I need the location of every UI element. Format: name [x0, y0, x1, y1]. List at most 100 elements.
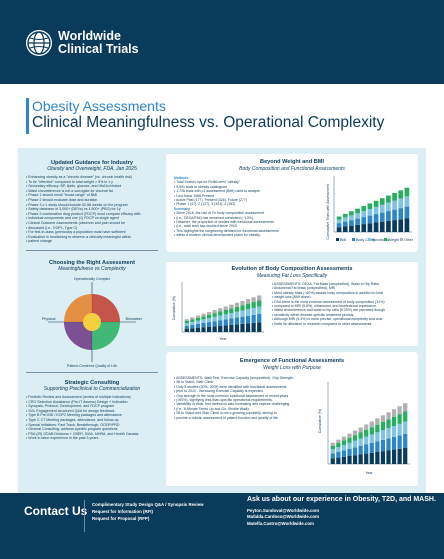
card3-bar-segment [369, 434, 374, 443]
card2-bar-segment [195, 317, 201, 321]
card3-text: • ASSESSMENTS: Walk Test, Exercise Capac… [174, 376, 314, 420]
card3-text-line: • prior to 2010 - increasing Exercise Ca… [174, 389, 264, 394]
card2-bar-segment [251, 307, 256, 315]
card2-bar-segment [245, 323, 251, 332]
card2-bar-segment [190, 324, 195, 329]
card3-bar-segment [364, 436, 369, 445]
card3-xlabel: Year [365, 471, 373, 475]
card1-bar-segment [392, 220, 397, 232]
card3-bar-segment [352, 435, 358, 441]
card1-bar-segment [386, 202, 391, 212]
card3-text-line: • provide a holistic assessment of patie… [174, 415, 279, 420]
card3-bar-segment [375, 418, 380, 425]
card1-bar-segment [367, 208, 373, 216]
consulting-item: • Type B Pre-IND / EOP2 Meeting packages… [26, 413, 122, 418]
consulting-item: • SOL Engagement structured Q&A for desi… [26, 408, 115, 413]
card3-bar-segment [336, 451, 341, 458]
card1-bar-segment [336, 223, 342, 228]
footer-email[interactable]: Matelfa.Castro@Worldwide.com [247, 520, 314, 526]
title-line-2: Clinical Meaningfulness vs. Operational … [32, 114, 385, 131]
card2-bar-segment [184, 323, 189, 326]
card2-bar-segment [218, 315, 223, 321]
card1-bar-segment [392, 209, 397, 221]
card2-text-line: • weight loss (BMI alone). [272, 295, 312, 300]
card3-bar-segment [330, 449, 335, 454]
card3-bar-segment [347, 448, 352, 456]
card3-bar-segment [375, 432, 380, 442]
card2-bar-segment [229, 308, 234, 313]
footer-emails: Peyton.Sandoval@Worldwide.com Mafalda.Car… [247, 508, 319, 527]
choosing-section: Choosing the Right Assessment Meaningful… [26, 260, 158, 275]
card3-bar-segment [358, 432, 363, 439]
legend-swatch [384, 238, 387, 241]
card3-bar-segment [358, 445, 363, 455]
guidance-item: • Phase 3 combination drug product (FDCP… [26, 211, 141, 216]
card3-bar-segment [352, 455, 358, 464]
card3-bar-segment [330, 458, 335, 464]
footer-ask-text: Ask us about our experience in Obesity, … [247, 496, 436, 503]
card3-bar-segment [364, 453, 369, 464]
consulting-item: • Work in labor experience in the past 3… [26, 436, 99, 441]
card3-bar-segment [336, 457, 341, 464]
card1-bar-segment [355, 218, 360, 225]
card2-bar-segment [234, 324, 240, 332]
footer-email[interactable]: Mafalda.Cardoso@Worldwide.com [247, 514, 320, 520]
card2-chart: Cumulative (%) Year [172, 282, 264, 341]
card1-bar-segment [379, 221, 385, 232]
card3-bar-segment [391, 436, 397, 450]
card3-bar-segment [391, 449, 397, 464]
card1-bar-segment [361, 211, 367, 218]
card1-bar-segment [342, 226, 348, 232]
methods-label: Methods [174, 176, 189, 180]
card1-bar-segment [392, 200, 397, 210]
card3-bar-segment [341, 440, 347, 445]
guidance-item: • patient change [26, 239, 52, 244]
footer-link[interactable]: Request for Proposal (RFP) [92, 515, 150, 521]
card3-text-line: • Grip strength is the most common funct… [174, 393, 289, 398]
card2-bar-segment [195, 327, 201, 332]
card2-text-line: • ASSESSMENTS: DEXA, Fat Mass (unspecifi… [272, 282, 380, 286]
card1-bar-segment [361, 217, 367, 225]
card2-bar-segment [223, 325, 228, 332]
card2-bar-segment [223, 309, 228, 315]
card2-bar-segment [218, 308, 223, 312]
card3-bar-segment [386, 419, 391, 429]
card1-bar-segment [361, 206, 367, 212]
footer-link[interactable]: Request for Information (RFI) [92, 508, 153, 514]
card2-bar-segment [190, 321, 195, 325]
card2-text-line: • limits its utilization in research com… [272, 321, 373, 326]
card3-text-line: • (>50%), signifying less-than-specific … [174, 398, 273, 403]
card2-bar-segment [240, 300, 245, 306]
methods-list: • Total Search-ops for RxNB term "obesit… [174, 180, 324, 206]
card2-bar-segment [245, 315, 251, 324]
footer-links: Complimentary Study Design Q&A / Synopsi… [92, 502, 204, 522]
card2-text: • ASSESSMENTS: DEXA, Fat Mass (unspecifi… [272, 282, 412, 326]
card2-bar-segment [212, 313, 217, 317]
guidance-item: • Enhancing obesity as a "chronic diseas… [26, 175, 132, 179]
card3-bar-segment [341, 436, 347, 441]
brand-line-2: Clinical Trials [58, 42, 139, 56]
consulting-section: Strategic Consulting Supporting Preclini… [26, 380, 158, 441]
footer-email[interactable]: Peyton.Sandoval@Worldwide.com [247, 508, 320, 513]
card3-bar-segment [341, 450, 347, 457]
card2-bar-segment [218, 325, 223, 332]
guidance-item: • To be "effective" compared to total we… [26, 179, 113, 184]
card2-bar-segment [245, 299, 251, 304]
card1-bar-segment [379, 212, 385, 222]
consulting-item: • General Consulting: address specific p… [26, 427, 118, 432]
card2-text-line: • DXA trend is the most common assessmen… [272, 299, 385, 304]
card3-bar-segment [391, 416, 397, 426]
card3-bar-segment [336, 443, 341, 448]
card1-title: Beyond Weight and BMI [260, 159, 324, 165]
card1-subtitle: Body Composition and Functional Assessme… [239, 166, 345, 172]
card-beyond-weight: Beyond Weight and BMI Body Composition a… [166, 154, 418, 252]
guidance-item: • Phase 2 should evaluate dose and durat… [26, 197, 98, 202]
card2-bar-segment [257, 322, 262, 332]
quadrant-bottom-left [64, 322, 92, 350]
card3-bar-segment [375, 452, 380, 464]
footer-link[interactable]: Complimentary Study Design Q&A / Synopsi… [92, 502, 204, 507]
card2-bar-segment [184, 328, 189, 332]
card2-xlabel: Year [219, 337, 227, 341]
card2-bar-segment [190, 317, 195, 320]
card3-bar-segment [397, 414, 402, 424]
